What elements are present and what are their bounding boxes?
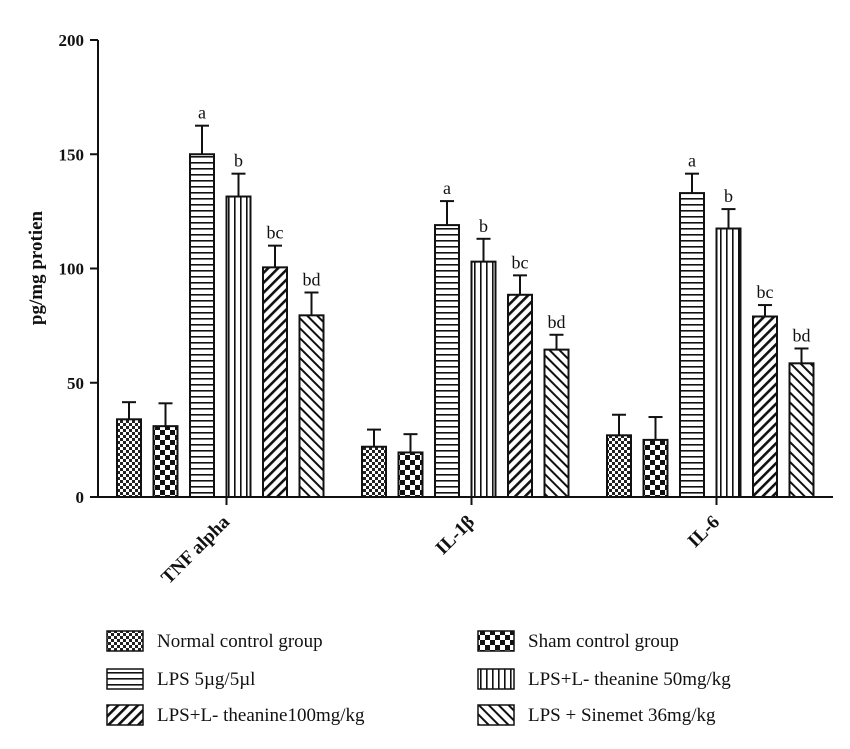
bar — [507, 293, 533, 498]
y-tick-label: 100 — [59, 260, 85, 279]
significance-label: a — [443, 178, 451, 198]
legend-label: LPS+L- theanine100mg/kg — [157, 705, 365, 726]
legend-swatch — [106, 630, 144, 652]
legend-swatch — [106, 704, 144, 726]
significance-label: a — [198, 103, 206, 123]
bar — [679, 192, 705, 498]
significance-label: b — [479, 216, 488, 236]
legend-swatch — [477, 630, 515, 652]
significance-label: a — [688, 151, 696, 171]
bar — [189, 153, 215, 498]
category-label: IL-6 — [684, 512, 724, 552]
significance-label: b — [234, 151, 243, 171]
legend-label: Sham control group — [528, 631, 679, 652]
bar — [470, 260, 497, 498]
significance-label: bd — [303, 269, 321, 289]
y-tick-label: 50 — [67, 374, 84, 393]
bar — [152, 425, 179, 499]
bar — [225, 195, 252, 499]
bar — [116, 418, 142, 498]
y-tick-label: 200 — [59, 31, 85, 50]
legend-label: LPS 5µg/5µl — [157, 669, 255, 690]
bar — [715, 227, 742, 498]
x-axis: TNF alpha IL-1β IL-6 — [98, 496, 833, 588]
significance-label: bc — [757, 282, 774, 302]
y-axis-title: pg/mg protien — [26, 210, 47, 325]
bar — [361, 445, 387, 499]
legend: Normal control group Sham control group LP… — [106, 630, 731, 726]
legend-label: LPS+L- theanine 50mg/kg — [528, 669, 731, 690]
bars: a a a b b b bc bc bc bd bd bd — [116, 103, 815, 499]
bar — [543, 348, 570, 498]
category-label: TNF alpha — [157, 511, 234, 588]
significance-label: b — [724, 186, 733, 206]
bar — [434, 224, 460, 499]
significance-label: bd — [793, 325, 811, 345]
legend-swatch — [477, 668, 515, 690]
legend-swatch — [106, 668, 144, 690]
bar — [606, 434, 632, 498]
legend-swatch — [477, 704, 515, 726]
legend-label: Normal control group — [157, 631, 323, 652]
y-tick-label: 0 — [76, 488, 85, 507]
bar — [642, 438, 669, 498]
bar — [262, 266, 288, 499]
bar — [298, 314, 325, 498]
y-axis: 0 50 100 150 200 — [59, 31, 99, 507]
category-label: IL-1β — [432, 512, 479, 559]
bar — [788, 362, 815, 499]
significance-label: bc — [512, 252, 529, 272]
legend-label: LPS + Sinemet 36mg/kg — [528, 705, 716, 726]
bar — [752, 315, 778, 498]
y-tick-label: 150 — [59, 145, 85, 164]
bar — [397, 451, 424, 499]
significance-label: bd — [548, 312, 566, 332]
significance-label: bc — [267, 223, 284, 243]
